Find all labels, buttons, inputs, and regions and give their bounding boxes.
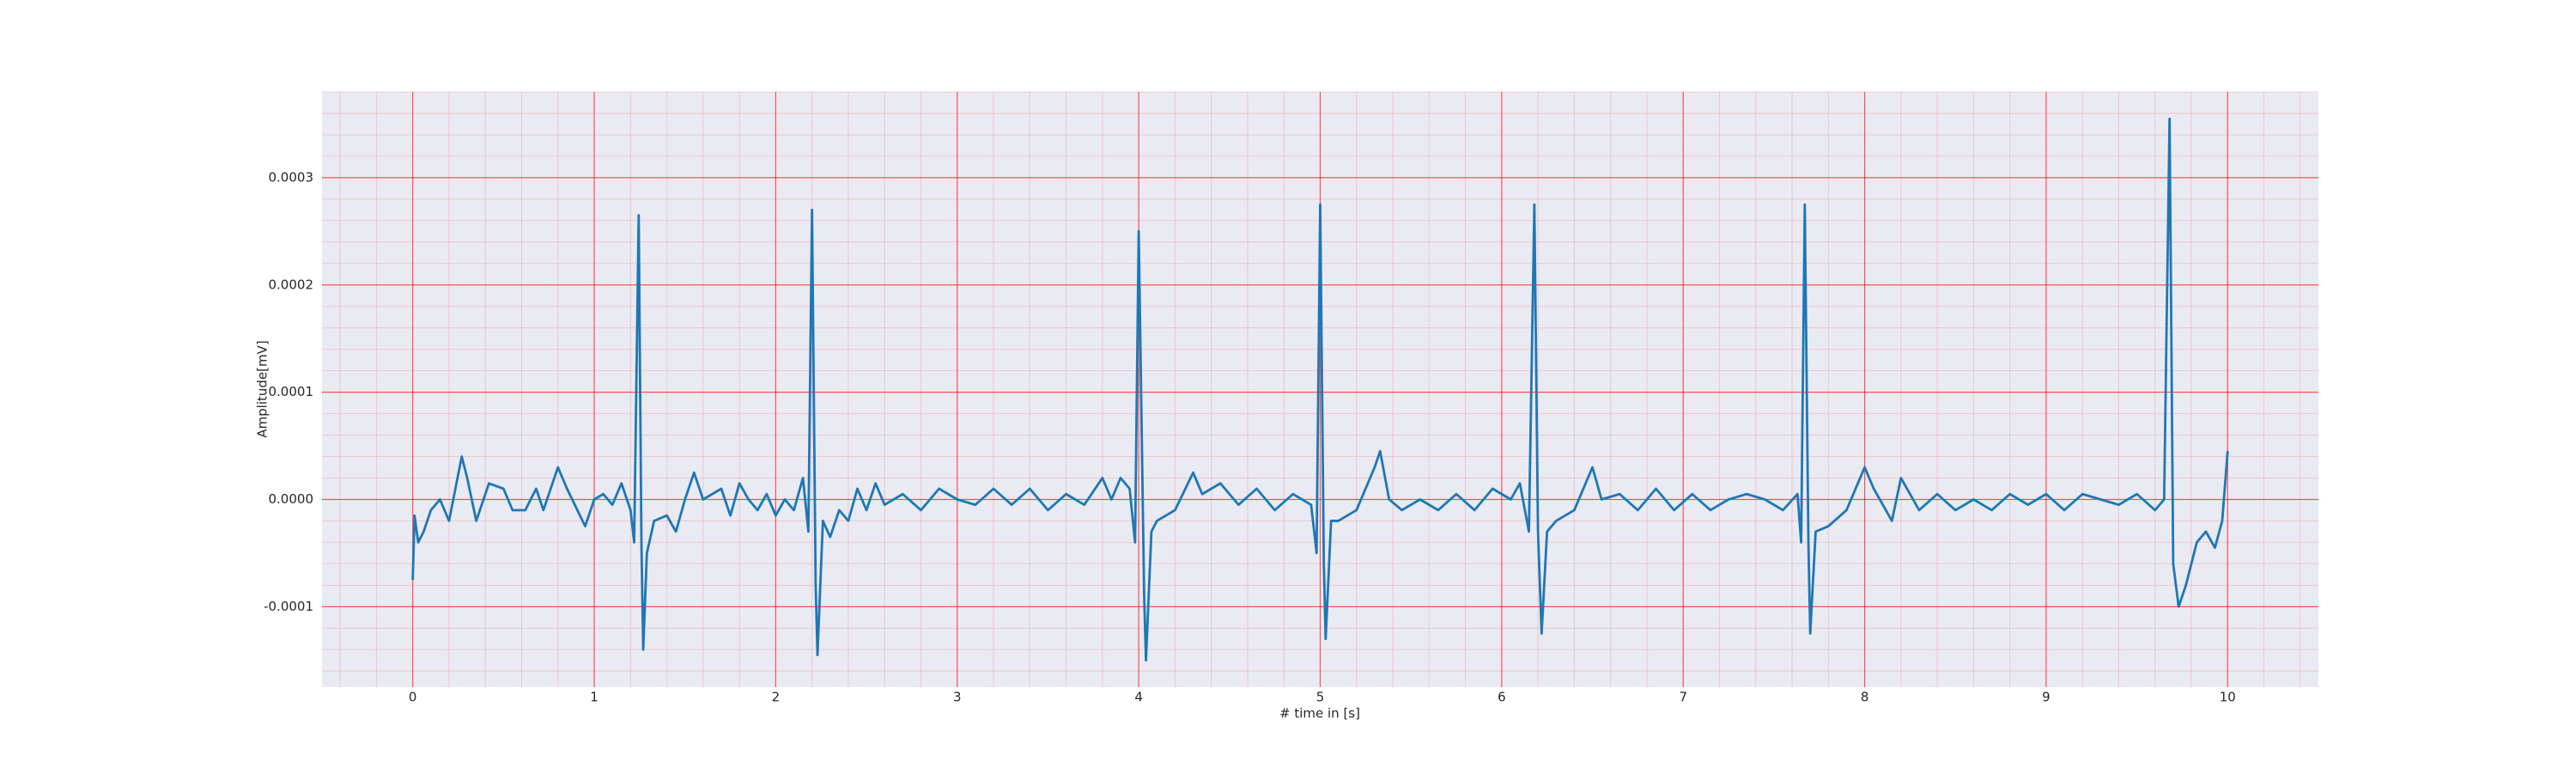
- x-tick-label: 5: [1316, 690, 1325, 705]
- y-tick-label: 0.0000: [269, 491, 314, 507]
- x-axis-label: # time in [s]: [1279, 706, 1360, 721]
- signal-line: [411, 117, 2229, 662]
- x-tick-label: 6: [1498, 690, 1506, 705]
- x-tick-label: 3: [953, 690, 962, 705]
- y-tick-label: 0.0002: [269, 277, 314, 292]
- y-tick-label: 0.0003: [269, 169, 314, 185]
- x-tick-label: 1: [590, 690, 598, 705]
- y-axis-label: Amplitude[mV]: [255, 340, 270, 437]
- x-tick-label: 8: [1861, 690, 1869, 705]
- x-tick-label: 0: [409, 690, 417, 705]
- x-tick-label: 9: [2042, 690, 2050, 705]
- x-tick-label: 2: [772, 690, 781, 705]
- x-tick-label: 7: [1679, 690, 1687, 705]
- y-tick-label: 0.0001: [269, 384, 314, 399]
- x-tick-label: 10: [2220, 690, 2236, 705]
- x-tick-label: 4: [1134, 690, 1143, 705]
- y-tick-label: -0.0001: [264, 599, 313, 614]
